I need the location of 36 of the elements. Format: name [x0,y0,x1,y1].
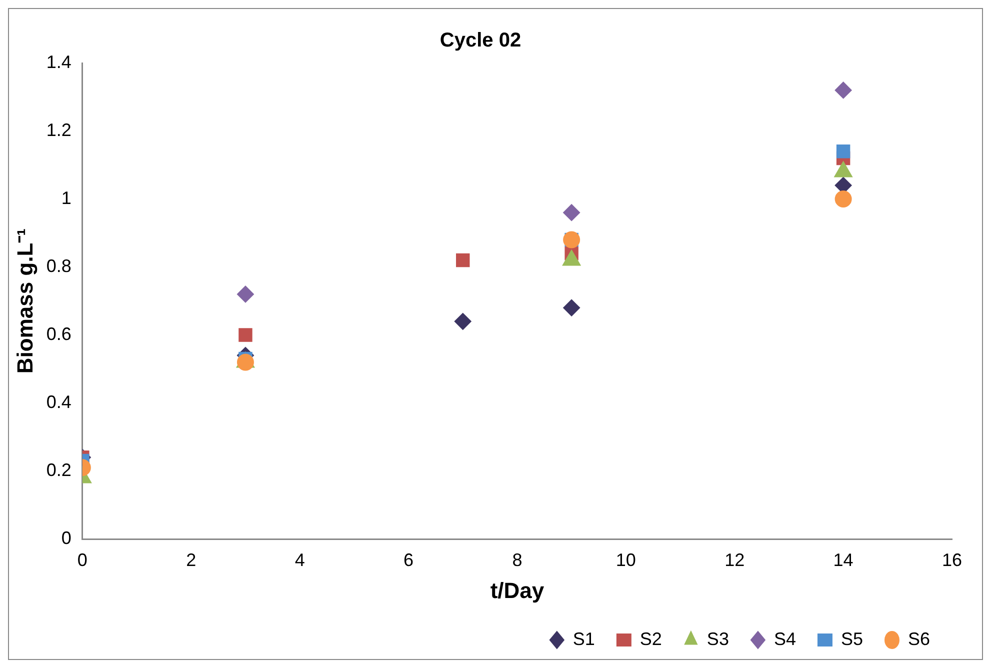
legend-label: S2 [640,628,662,649]
y-tick-label: 0.6 [46,324,72,344]
point [834,190,852,208]
x-tick-label: 16 [942,550,962,570]
legend-label: S6 [908,628,930,649]
y-tick-label: 1.4 [46,52,72,72]
y-tick-label: 1 [61,188,72,208]
point [836,144,850,158]
point [563,204,580,222]
legend-label: S4 [774,628,796,649]
x-tick-label: 0 [77,550,88,570]
point [456,253,470,268]
x-tick-label: 6 [404,550,414,570]
y-tick-label: 0 [61,528,72,548]
y-tick-label: 0.2 [46,460,72,480]
x-tick-label: 4 [294,550,305,570]
x-tick-label: 10 [616,550,636,570]
legend-label: S1 [572,628,595,649]
legend-label: S3 [706,628,729,649]
point [236,286,254,303]
x-tick-label: 2 [186,550,196,570]
x-tick-label: 8 [512,550,522,570]
y-tick-label: 0.4 [46,392,72,412]
x-tick-label: 14 [833,550,854,570]
point [238,328,252,342]
y-tick-label: 0.8 [46,256,72,276]
chart-title: Cycle 02 [440,30,522,52]
x-axis-title: t/Day [490,578,545,603]
legend-label: S5 [840,628,863,649]
x-tick-label: 12 [724,550,745,570]
point [454,312,472,330]
point [834,82,852,99]
y-tick-label: 1.2 [46,120,72,140]
y-axis-title: Biomass g.L⁻¹ [12,228,38,374]
point [236,354,254,371]
point [563,299,580,316]
